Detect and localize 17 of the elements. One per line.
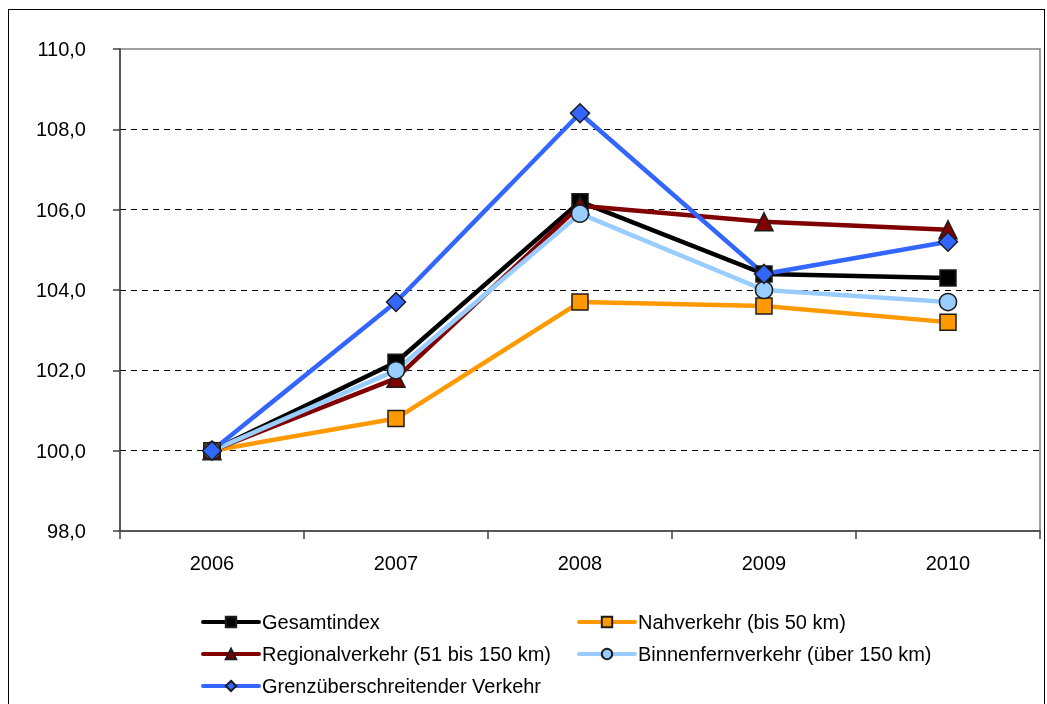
x-tick-label: 2007: [373, 552, 419, 574]
x-tick-label: 2006: [189, 552, 235, 574]
legend-label: Gesamtindex: [262, 611, 380, 633]
legend-label: Binnenfernverkehr (über 150 km): [638, 643, 932, 665]
x-tick-label: 2010: [925, 552, 971, 574]
y-tick-label: 106,0: [35, 198, 86, 221]
legend-label: Nahverkehr (bis 50 km): [638, 611, 846, 633]
x-tick-label: 2008: [557, 552, 603, 574]
y-tick-label: 108,0: [35, 118, 86, 141]
y-tick-label: 98,0: [47, 520, 86, 542]
y-tick-label: 104,0: [35, 279, 86, 301]
y-tick-label: 100,0: [35, 439, 86, 462]
y-tick-label: 102,0: [35, 359, 86, 382]
y-tick-label: 110,0: [37, 38, 86, 60]
legend-label: Regionalverkehr (51 bis 150 km): [262, 643, 552, 665]
legend-label: Grenzüberschreitender Verkehr: [262, 675, 542, 697]
x-tick-label: 2009: [741, 552, 787, 574]
